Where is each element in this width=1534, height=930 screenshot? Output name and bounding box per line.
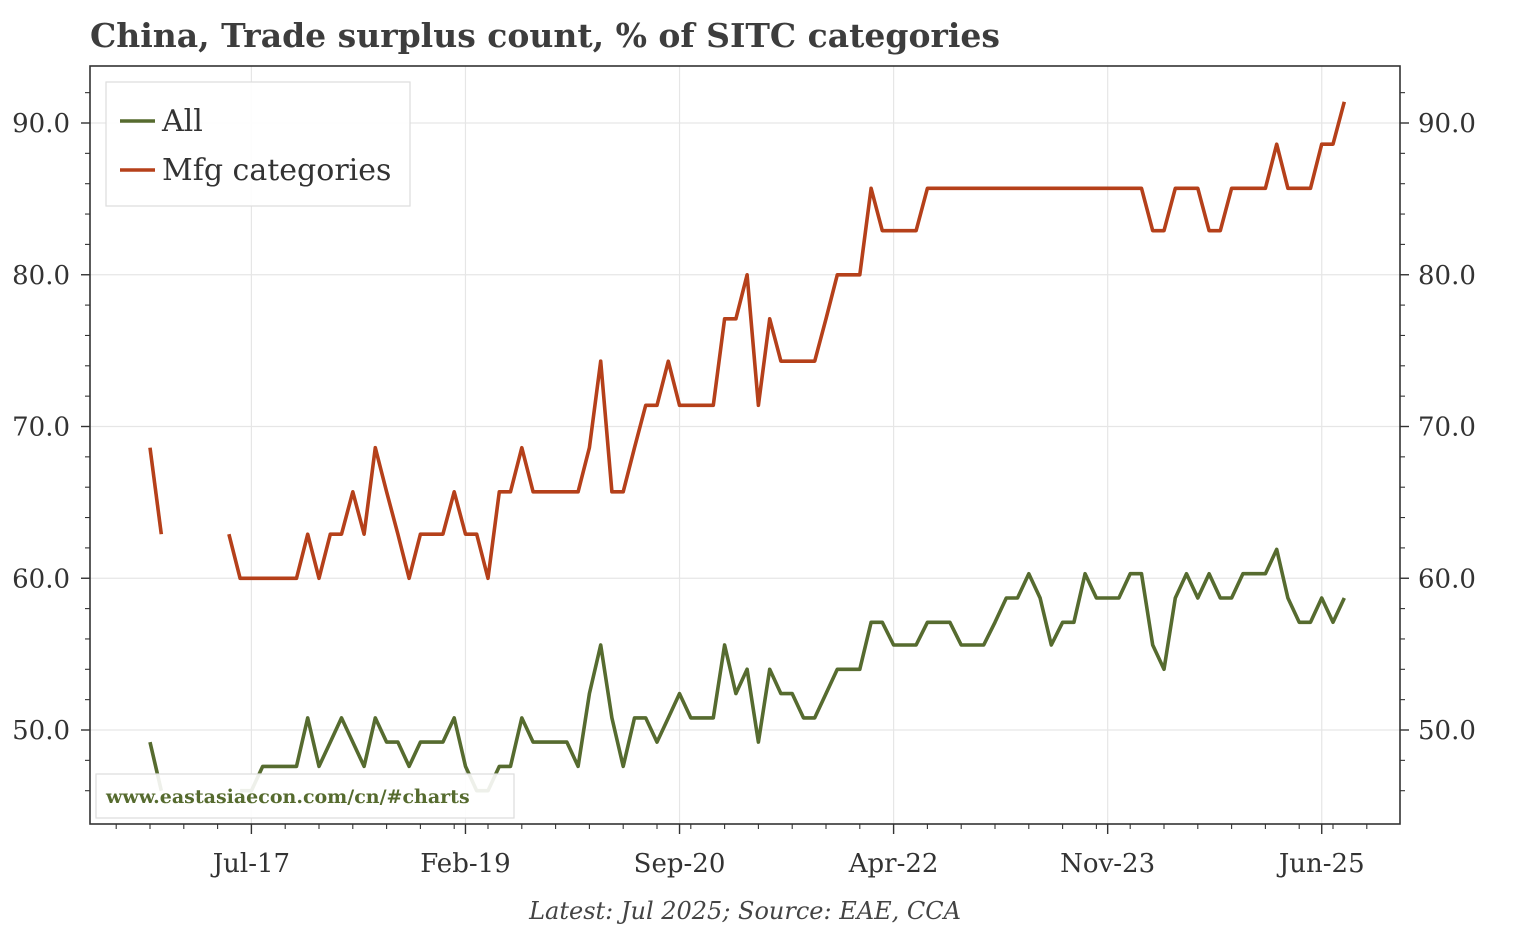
plot-frame <box>89 65 1401 825</box>
y-tick-label-right: 70.0 <box>1418 413 1476 443</box>
y-tick-label-left: 90.0 <box>12 109 70 139</box>
legend-label-all: All <box>161 104 203 139</box>
y-tick-label-left: 60.0 <box>12 564 70 594</box>
y-tick-label-left: 70.0 <box>12 413 70 443</box>
series-line-mfg-categories <box>227 101 1347 581</box>
legend-label-mfg: Mfg categories <box>162 153 391 188</box>
watermark-text: www.eastasiaecon.com/cn/#charts <box>105 786 470 808</box>
x-tick-label: Jul-17 <box>210 849 290 879</box>
series-line-mfg-categories <box>148 447 164 535</box>
axis-ticks: 50.0 50.0 60.0 60.0 70.0 70.0 80.0 80.0 90.0 90.0… <box>12 92 1476 879</box>
y-tick-label-right: 90.0 <box>1418 109 1476 139</box>
x-tick-label: Feb-19 <box>420 849 511 879</box>
x-tick-label: Jun-25 <box>1276 849 1365 879</box>
x-tick-label: Nov-23 <box>1060 849 1155 879</box>
y-tick-label-right: 80.0 <box>1418 261 1476 291</box>
y-tick-label-right: 60.0 <box>1418 564 1476 594</box>
x-tick-label: Sep-20 <box>634 849 726 879</box>
y-tick-label-right: 50.0 <box>1418 716 1476 746</box>
x-tick-label: Apr-22 <box>848 849 939 879</box>
watermark-box <box>95 773 515 819</box>
series-line-all <box>240 547 1346 793</box>
y-tick-label-left: 80.0 <box>12 261 70 291</box>
legend-box <box>105 81 411 207</box>
footer-source: Latest: Jul 2025; Source: EAE, CCA <box>528 897 961 925</box>
chart-title: China, Trade surplus count, % of SITC ca… <box>90 16 1000 55</box>
watermark: www.eastasiaecon.com/cn/#charts <box>95 773 515 819</box>
y-tick-label-left: 50.0 <box>12 716 70 746</box>
legend: All Mfg categories <box>105 81 411 207</box>
